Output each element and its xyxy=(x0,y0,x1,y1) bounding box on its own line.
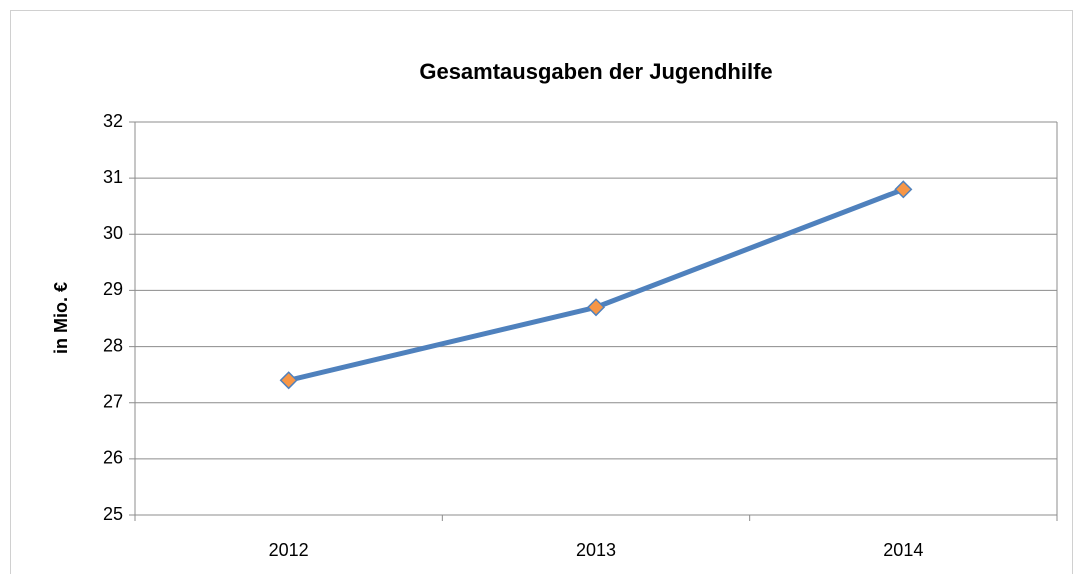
y-tick-label: 31 xyxy=(103,167,123,187)
x-tick-label: 2012 xyxy=(269,540,309,560)
marker xyxy=(279,371,298,390)
y-tick-label: 25 xyxy=(103,504,123,524)
y-axis-label: in Mio. € xyxy=(51,282,71,354)
y-tick-label: 26 xyxy=(103,448,123,468)
y-tick-label: 32 xyxy=(103,111,123,131)
x-tick-label: 2014 xyxy=(883,540,923,560)
y-tick-label: 27 xyxy=(103,391,123,411)
marker xyxy=(894,180,913,199)
y-tick-label: 30 xyxy=(103,223,123,243)
y-tick-label: 29 xyxy=(103,279,123,299)
chart-border xyxy=(10,10,1073,574)
chart-title: Gesamtausgaben der Jugendhilfe xyxy=(419,59,772,84)
y-tick-label: 28 xyxy=(103,335,123,355)
x-tick-label: 2013 xyxy=(576,540,616,560)
marker xyxy=(586,298,606,317)
